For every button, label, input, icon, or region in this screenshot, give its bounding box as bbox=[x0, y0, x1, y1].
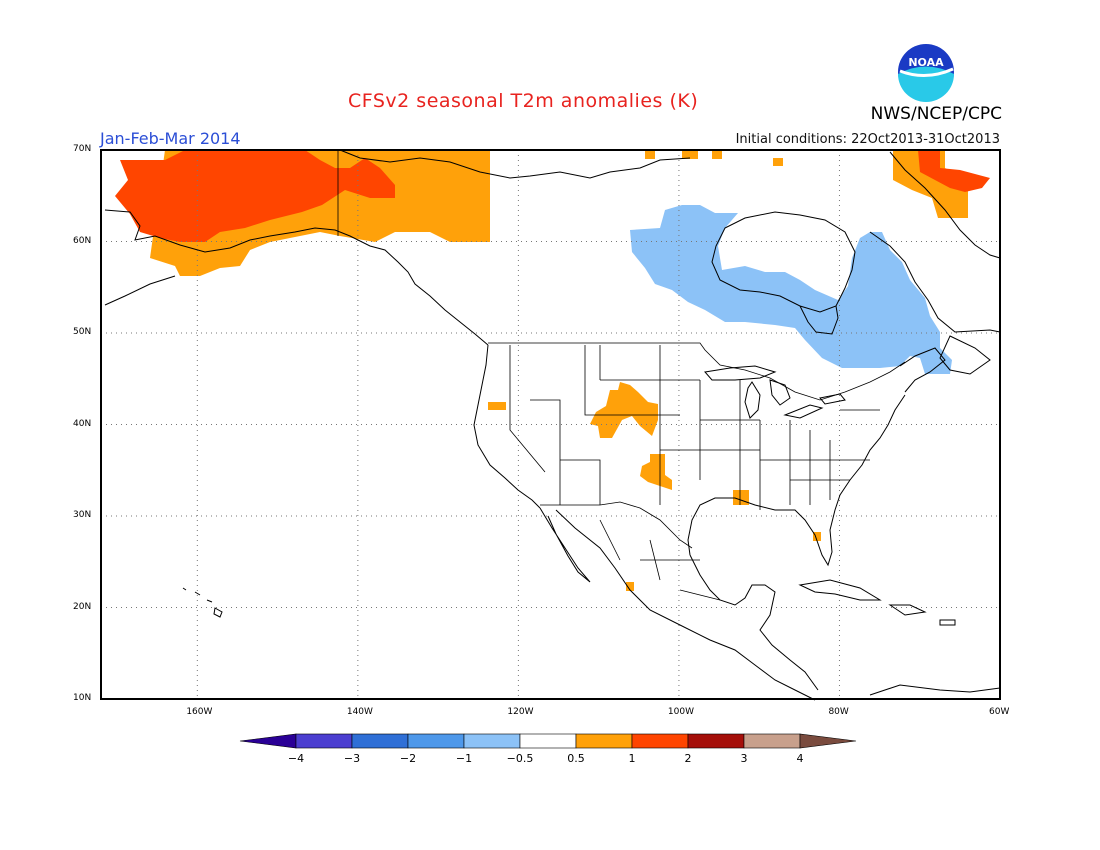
arctic-warm-patch bbox=[645, 150, 655, 159]
agency-label: NWS/NCEP/CPC bbox=[870, 104, 1002, 124]
colorbar-segment bbox=[631, 733, 689, 749]
coastline-lake-erie bbox=[783, 404, 824, 419]
coastline-central-america bbox=[689, 554, 819, 691]
arctic-warm-patch bbox=[682, 150, 698, 159]
colorbar-segment bbox=[407, 733, 465, 749]
arctic-warm-patch bbox=[773, 158, 783, 166]
colorbar bbox=[239, 733, 857, 749]
colorbar-segment bbox=[519, 733, 577, 749]
colorbar-segment bbox=[799, 733, 857, 749]
coastline-arctic bbox=[339, 149, 691, 179]
lat-tick-label: 40N bbox=[73, 418, 92, 429]
coastline-hispaniola bbox=[888, 604, 927, 616]
colorbar-segment bbox=[351, 733, 409, 749]
coastline-hawaii bbox=[182, 587, 223, 618]
colorbar-segment bbox=[687, 733, 745, 749]
coastline-puerto-rico bbox=[939, 619, 956, 626]
coastline-lake-superior bbox=[704, 365, 777, 381]
noaa-logo: NOAA bbox=[896, 42, 956, 102]
florida-warm-patch bbox=[813, 532, 821, 541]
lat-tick-label: 30N bbox=[73, 510, 92, 520]
lon-tick-label: 120W bbox=[507, 707, 534, 717]
canada-cool-region bbox=[630, 205, 952, 374]
coastline-alaska bbox=[104, 209, 489, 346]
colorbar-tick-label: 1 bbox=[628, 752, 636, 765]
lon-tick-label: 100W bbox=[667, 707, 694, 717]
lat-tick-label: 10N bbox=[73, 693, 92, 703]
forecast-period: Jan-Feb-Mar 2014 bbox=[100, 129, 241, 148]
alaska-warm-region bbox=[115, 150, 395, 242]
colorbar-tick-label: 4 bbox=[796, 752, 804, 765]
map-title: CFSv2 seasonal T2m anomalies (K) bbox=[348, 90, 699, 112]
colorbar-tick-label: −0.5 bbox=[506, 752, 534, 765]
lon-tick-label: 80W bbox=[828, 707, 849, 717]
coastline-newfoundland bbox=[939, 335, 991, 375]
coastline-lake-huron bbox=[769, 379, 791, 406]
coastline-gulf-st-lawrence bbox=[899, 347, 946, 393]
coastline-james-bay bbox=[799, 305, 839, 335]
coastline-baja bbox=[539, 507, 591, 583]
anomaly-fill-layer bbox=[115, 150, 990, 591]
oregon-warm-patch bbox=[488, 402, 506, 410]
colorbar-tick-label: −3 bbox=[343, 752, 361, 765]
colorbar-tick-label: −1 bbox=[455, 752, 473, 765]
state-borders-mexico bbox=[599, 519, 721, 601]
lat-tick-label: 70N bbox=[73, 144, 92, 154]
state-borders bbox=[509, 345, 880, 510]
colorbar-segment bbox=[575, 733, 633, 749]
initial-conditions: Initial conditions: 22Oct2013-31Oct2013 bbox=[735, 132, 1000, 147]
colorbar-tick-label: 3 bbox=[740, 752, 748, 765]
greenland-warm-region bbox=[918, 150, 990, 192]
coastline-gulf bbox=[687, 394, 906, 567]
colorbar-segment bbox=[239, 733, 297, 749]
border-us-canada bbox=[488, 342, 906, 401]
louisiana-warm-patch bbox=[733, 490, 749, 505]
lat-tick-label: 20N bbox=[73, 601, 92, 612]
colorbar-tick-label: 0.5 bbox=[567, 752, 585, 765]
texas-warm-patch bbox=[640, 454, 672, 490]
coastline-lake-michigan bbox=[744, 381, 761, 419]
rockies-warm-region bbox=[590, 382, 658, 438]
colorbar-tick-label: 2 bbox=[684, 752, 692, 765]
coastline-mexico-pacific bbox=[555, 509, 816, 701]
greenland-warm-region-orange bbox=[893, 150, 968, 218]
coastline-greenland bbox=[889, 151, 1001, 259]
colorbar-segment bbox=[295, 733, 353, 749]
border-us-mexico bbox=[540, 501, 693, 549]
coastline-labrador bbox=[869, 231, 1001, 333]
lon-tick-label: 60W bbox=[989, 707, 1010, 717]
coastline-south-america bbox=[869, 684, 1001, 696]
lon-tick-label: 140W bbox=[346, 707, 373, 717]
map-frame bbox=[100, 149, 1001, 700]
svg-text:NOAA: NOAA bbox=[908, 56, 944, 69]
lat-tick-label: 50N bbox=[73, 327, 92, 337]
mexico-warm-patch bbox=[626, 582, 634, 591]
colorbar-tick-label: −2 bbox=[399, 752, 417, 765]
coastlines bbox=[104, 149, 1001, 701]
coastline-aleutians bbox=[104, 275, 176, 306]
colorbar-tick-label: −4 bbox=[287, 752, 305, 765]
coastline-cuba bbox=[798, 579, 882, 601]
colorbar-segment bbox=[743, 733, 801, 749]
coastline-us-west bbox=[473, 344, 541, 509]
lon-tick-label: 160W bbox=[186, 707, 213, 717]
lat-tick-label: 60N bbox=[73, 235, 92, 246]
arctic-warm-patch bbox=[712, 150, 722, 159]
colorbar-segment bbox=[463, 733, 521, 749]
political-borders bbox=[337, 150, 906, 601]
